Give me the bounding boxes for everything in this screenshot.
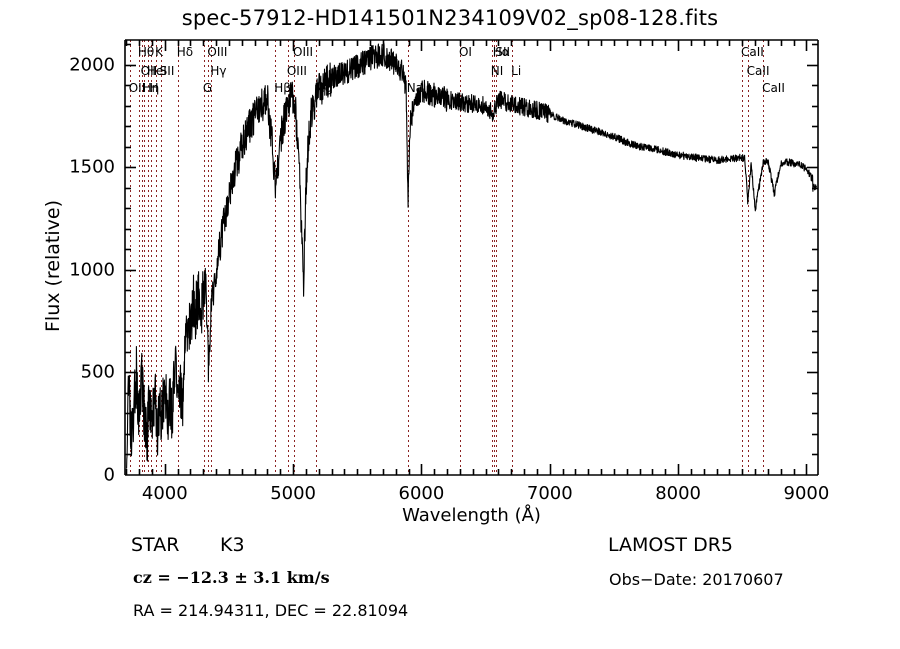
spectral-line-label: OII (140, 64, 158, 78)
spectral-class-label: K3 (220, 534, 245, 556)
spectral-line-label: Hβ (274, 81, 291, 95)
spectral-line-label: NI (490, 64, 504, 78)
spectral-line-label: CaII (741, 45, 764, 59)
spectral-line-label: K (155, 45, 164, 59)
x-tick-label: 9000 (783, 483, 830, 504)
spectral-line-label: OIII (293, 45, 314, 59)
y-tick-label: 2000 (69, 54, 115, 76)
obs-date-label: Obs−Date: 20170607 (609, 570, 784, 589)
y-tick-label: 1500 (69, 156, 115, 178)
y-axis-label: Flux (relative) (42, 199, 64, 333)
spectral-line-label: Hθ (137, 45, 155, 59)
spectral-line-label: Hγ (210, 64, 227, 78)
page-title: spec-57912-HD141501N234109V02_sp08-128.f… (181, 6, 719, 30)
spectral-line-label: CaII (762, 81, 785, 95)
spectral-line-label: CaII (746, 64, 770, 78)
redshift-velocity-label: cz = −12.3 ± 3.1 km/s (133, 568, 330, 587)
spectral-line-label: OII (128, 81, 146, 95)
spectral-line-label: SII (495, 45, 511, 59)
x-tick-label: 4000 (141, 483, 188, 504)
spectral-line-label: Na (406, 81, 424, 95)
spectral-line-label: G (202, 81, 213, 95)
x-tick-label: 8000 (655, 483, 702, 504)
spectral-line-label: Li (511, 64, 522, 78)
spectral-line-label: HeI (146, 64, 167, 78)
axis-frame (124, 39, 819, 476)
y-tick-label: 500 (80, 361, 115, 383)
spectral-line-label: Hα (492, 45, 510, 59)
y-tick-label: 1000 (69, 259, 115, 281)
coordinates-label: RA = 214.94311, DEC = 22.81094 (133, 601, 409, 620)
spectral-line-label: OI (458, 45, 472, 59)
spectral-line-label: H (149, 81, 159, 95)
spectrum-trace (125, 42, 818, 469)
spectral-line-label: Hη (142, 81, 160, 95)
x-axis-label: Wavelength (Å) (402, 505, 541, 526)
x-tick-label: 6000 (398, 483, 445, 504)
survey-label: LAMOST DR5 (608, 534, 733, 556)
x-tick-label: 5000 (270, 483, 317, 504)
object-type-label: STAR (131, 534, 180, 556)
spectral-line-label: SII (159, 64, 175, 78)
spectral-line-label: Hδ (176, 45, 194, 59)
spectral-line-label: OIII (286, 64, 307, 78)
x-tick-label: 7000 (526, 483, 573, 504)
spectral-line-label: Mg (314, 81, 333, 95)
spectral-line-label: OIII (207, 45, 228, 59)
y-tick-label: 0 (103, 464, 115, 486)
